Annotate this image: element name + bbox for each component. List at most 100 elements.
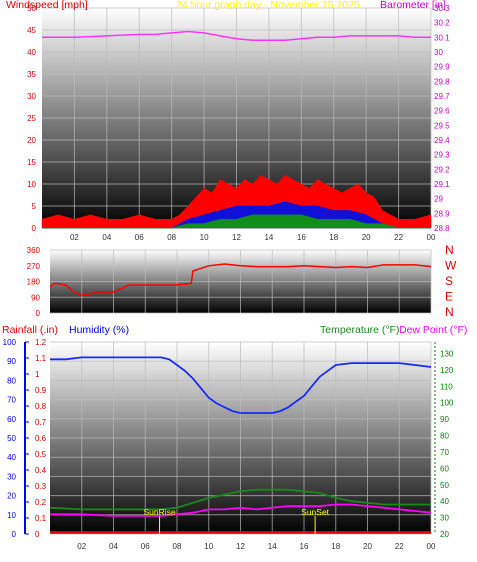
- humidity-y-tick-label: 100: [3, 338, 17, 347]
- barometer-y-right-ticks: 28.8 28.9 29 29.1 29.2 29.3 29.4 29.5 29.6 29.7 29…: [434, 4, 450, 233]
- rainfall-tick-label: 0.8: [35, 402, 47, 411]
- rainfall-tick-label: 1: [35, 370, 40, 379]
- wind-y-left-ticks: 0 5 10 15 20 25 30 35 40 45 50: [27, 4, 36, 233]
- barometer-tick-label: 29.3: [434, 151, 450, 160]
- wind-x-tick-label: 16: [297, 233, 306, 242]
- humidity-y-tick-label: 70: [7, 396, 16, 405]
- direction-series: [49, 263, 432, 297]
- humidity-x-tick-label: 10: [204, 542, 213, 551]
- direction-y-tick-label: 0: [36, 309, 41, 318]
- wind-series: [41, 30, 432, 229]
- rainfall-tick-label: 0.4: [35, 466, 47, 475]
- wind-y-tick-label: 25: [27, 114, 36, 123]
- barometer-tick-label: 28.8: [434, 224, 450, 233]
- humidity-x-tick-label: 16: [300, 542, 309, 551]
- wind-x-tick-label: 00: [427, 233, 436, 242]
- wind-x-tick-label: 18: [329, 233, 338, 242]
- barometer-line: [42, 30, 431, 42]
- direction-y-tick-label: 90: [31, 293, 40, 302]
- compass-label: N: [445, 305, 454, 319]
- barometer-tick-label: 29.9: [434, 63, 450, 72]
- temperature-tick-label: 100: [440, 399, 454, 408]
- direction-y-left-ticks: 0 90 180 270 360: [27, 246, 41, 318]
- wind-x-tick-label: 12: [232, 233, 241, 242]
- wind-y-tick-label: 20: [27, 136, 36, 145]
- barometer-tick-label: 29.8: [434, 77, 450, 86]
- wind-y-tick-label: 15: [27, 158, 36, 167]
- humidity-x-tick-label: 02: [77, 542, 86, 551]
- humidity-x-ticks: 02 04 06 08 10 12 14 16 18 20 22 00: [77, 542, 436, 551]
- wind-x-tick-label: 20: [362, 233, 371, 242]
- wind-grid: [42, 7, 432, 229]
- temperature-tick-label: 30: [440, 514, 449, 523]
- barometer-tick-label: 29.6: [434, 107, 450, 116]
- wind-x-tick-label: 08: [167, 233, 176, 242]
- direction-y-tick-label: 360: [27, 246, 41, 255]
- barometer-tick-label: 30.3: [434, 4, 450, 13]
- barometer-tick-label: 29.4: [434, 136, 450, 145]
- rainfall-tick-label: 0.3: [35, 482, 47, 491]
- wind-x-tick-label: 14: [264, 233, 273, 242]
- humidity-x-tick-label: 22: [395, 542, 404, 551]
- humidity-y-tick-label: 50: [7, 434, 16, 443]
- humidity-y-tick-label: 0: [12, 530, 17, 539]
- sun-annotation-label: SunSet: [301, 507, 330, 517]
- direction-y-tick-label: 180: [27, 278, 41, 287]
- humidity-x-tick-label: 04: [109, 542, 118, 551]
- temperature-tick-label: 80: [440, 432, 449, 441]
- wind-y-tick-label: 5: [32, 202, 37, 211]
- humidity-x-tick-label: 18: [331, 542, 340, 551]
- wind-y-tick-label: 10: [27, 180, 36, 189]
- dewpoint-label: Dew Point (°F): [399, 324, 467, 336]
- temperature-tick-label: 50: [440, 481, 449, 490]
- direction-grid: [50, 249, 432, 314]
- humidity-y-left-ticks: 0 10 20 30 40 50 60 70 80 90 100: [3, 338, 17, 539]
- humidity-y-tick-label: 40: [7, 453, 16, 462]
- humidity-x-tick-label: 14: [268, 542, 277, 551]
- humidity-line: [50, 356, 432, 414]
- compass-label: E: [445, 290, 453, 304]
- wind-y-tick-label: 50: [27, 4, 36, 13]
- wind-y-tick-label: 40: [27, 48, 36, 57]
- wind-y-tick-label: 35: [27, 70, 36, 79]
- barometer-tick-label: 30.1: [434, 33, 450, 42]
- barometer-label: Barometer [in]: [380, 0, 446, 11]
- barometer-tick-label: 29.2: [434, 165, 450, 174]
- sun-annotations: SunRise SunSet: [143, 507, 330, 534]
- wind-y-tick-label: 0: [32, 224, 37, 233]
- wind-x-tick-label: 02: [70, 233, 79, 242]
- humidity-label: Humidity (%): [69, 324, 129, 336]
- humidity-y-tick-label: 30: [7, 472, 16, 481]
- humidity-x-tick-label: 08: [173, 542, 182, 551]
- sun-annotation-label: SunRise: [143, 507, 175, 517]
- humidity-y-tick-label: 60: [7, 415, 16, 424]
- direction-line: [49, 263, 432, 297]
- temperature-tick-label: 70: [440, 448, 449, 457]
- rainfall-tick-label: 0.2: [35, 498, 47, 507]
- rainfall-y-ticks: 0 0.1 0.2 0.3 0.4 0.5 0.6 0.7 0.8 0.9 1 1.1 1.2: [24, 338, 47, 539]
- temperature-tick-label: 110: [440, 382, 453, 391]
- wind-x-tick-label: 10: [200, 233, 209, 242]
- windspeed-label: Windspeed [mph]: [6, 0, 88, 11]
- rainfall-tick-label: 1.1: [35, 354, 47, 363]
- barometer-tick-label: 29: [434, 195, 443, 204]
- rainfall-tick-label: 0.6: [35, 434, 47, 443]
- temperature-tick-label: 20: [440, 530, 449, 539]
- rainfall-tick-label: 0.7: [35, 418, 47, 427]
- wind-x-ticks: 02 04 06 08 10 12 14 16 18 20 22 00: [70, 233, 436, 242]
- humidity-series: [49, 356, 432, 534]
- barometer-tick-label: 30.2: [434, 19, 450, 28]
- rainfall-tick-label: 0.1: [35, 514, 47, 523]
- temperature-tick-label: 40: [440, 497, 449, 506]
- humidity-x-tick-label: 12: [236, 542, 245, 551]
- chart-title: 24 hour graph day - November 15 2025: [176, 0, 360, 11]
- temperature-label: Temperature (°F): [320, 324, 399, 336]
- humidity-x-tick-label: 06: [141, 542, 150, 551]
- wind-x-tick-label: 22: [394, 233, 403, 242]
- temperature-tick-label: 60: [440, 464, 449, 473]
- rainfall-tick-label: 1.2: [35, 338, 47, 347]
- humidity-y-tick-label: 80: [7, 376, 16, 385]
- wind-low-area: [42, 214, 431, 229]
